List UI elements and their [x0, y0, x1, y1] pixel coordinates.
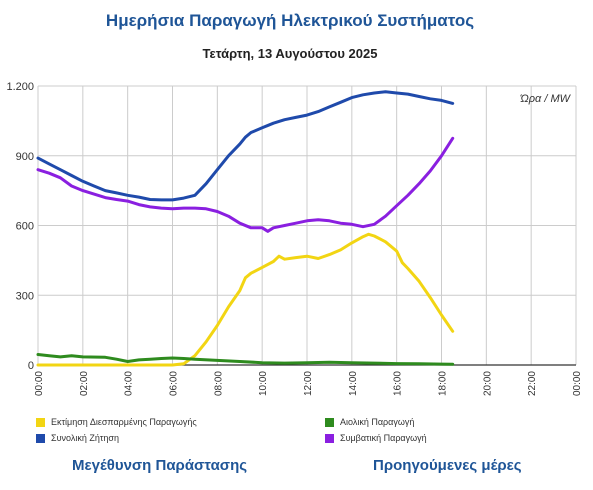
- x-tick-label: 08:00: [213, 371, 224, 396]
- x-tick-label: 12:00: [303, 371, 314, 396]
- series-line-2: [36, 90, 455, 202]
- legend-label: Εκτίμηση Διεσπαρμένης Παραγωγής: [51, 417, 197, 427]
- chart-date: Τετάρτη, 13 Αυγούστου 2025: [202, 46, 378, 61]
- legend-swatch: [325, 433, 334, 443]
- legend-item: Συνολική Ζήτηση: [36, 430, 197, 446]
- y-tick-label: 600: [16, 221, 34, 233]
- y-tick-label: 0: [28, 360, 34, 372]
- legend-label: Αιολική Παραγωγή: [340, 417, 415, 427]
- x-tick-label: 10:00: [258, 371, 269, 396]
- series-line-3: [36, 136, 455, 233]
- legend-item: Εκτίμηση Διεσπαρμένης Παραγωγής: [36, 414, 197, 430]
- previous-days-link[interactable]: Προηγούμενες μέρες: [373, 457, 522, 474]
- legend-column-left: Εκτίμηση Διεσπαρμένης Παραγωγής Συνολική …: [36, 414, 197, 446]
- x-tick-label: 14:00: [348, 371, 359, 396]
- legend-label: Συνολική Ζήτηση: [51, 433, 119, 443]
- legend-swatch: [36, 433, 45, 443]
- legend-item: Συμβατική Παραγωγή: [325, 430, 427, 446]
- x-tick-label: 16:00: [393, 371, 404, 396]
- x-tick-label: 20:00: [482, 371, 493, 396]
- y-tick-label: 900: [16, 151, 34, 163]
- x-tick-label: 04:00: [124, 371, 135, 396]
- x-tick-label: 00:00: [34, 371, 45, 396]
- unit-label: Ώρα / MW: [520, 93, 571, 105]
- x-tick-label: 00:00: [572, 371, 583, 396]
- legend-item: Αιολική Παραγωγή: [325, 414, 427, 430]
- legend-column-right: Αιολική Παραγωγή Συμβατική Παραγωγή: [325, 414, 427, 446]
- legend-swatch: [325, 417, 334, 427]
- y-tick-label: 1.200: [6, 81, 34, 93]
- series-line-0: [36, 232, 455, 367]
- x-tick-label: 06:00: [169, 371, 180, 396]
- x-tick-label: 02:00: [79, 371, 90, 396]
- legend-swatch: [36, 417, 45, 427]
- x-tick-label: 22:00: [527, 371, 538, 396]
- enlarge-chart-link[interactable]: Μεγέθυνση Παράστασης: [72, 457, 248, 474]
- x-tick-label: 18:00: [438, 371, 449, 396]
- series-line-1: [36, 353, 455, 366]
- y-tick-label: 300: [16, 290, 34, 302]
- chart-title: Ημερήσια Παραγωγή Ηλεκτρικού Συστήματος: [105, 11, 475, 30]
- production-chart: 0 300 600 900 1.200 00:00 02:00 04:00 06:00 08:00…: [6, 81, 583, 396]
- legend-label: Συμβατική Παραγωγή: [340, 433, 427, 443]
